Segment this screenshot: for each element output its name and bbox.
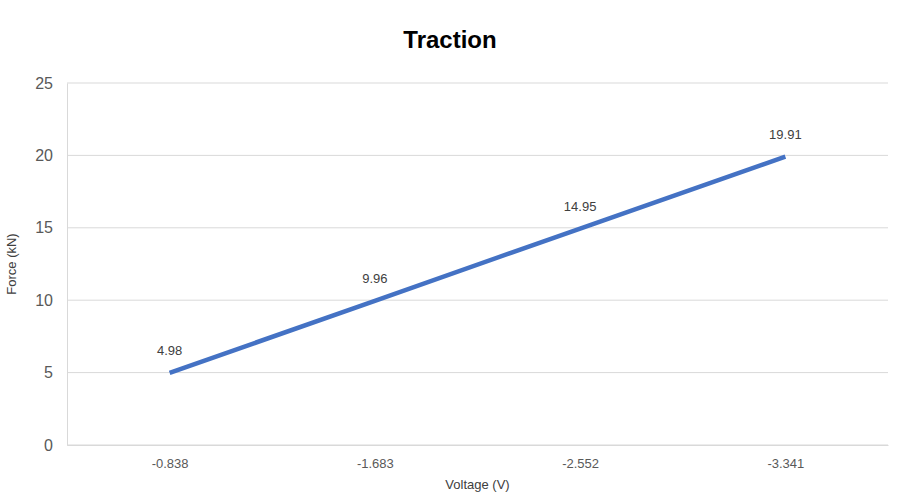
y-tick: 5	[44, 364, 67, 381]
y-axis: 0 5 10 15 20 25	[35, 75, 67, 454]
chart: 0 5 10 15 20 25 -0.838 -1.683 -2.552 -3.341 4.98 9.…	[0, 0, 900, 497]
data-label: 9.96	[362, 271, 387, 286]
x-tick: -0.838	[152, 456, 189, 471]
x-tick-label: -1.683	[357, 456, 394, 471]
line	[170, 157, 786, 373]
data-labels: 4.98 9.96 14.95 19.91	[157, 127, 802, 358]
grid-line	[67, 445, 888, 446]
y-tick-label: 0	[44, 437, 53, 454]
grid-line	[67, 300, 888, 301]
y-tick-label: 20	[35, 147, 53, 164]
x-tick-label: -0.838	[152, 456, 189, 471]
y-tick: 25	[35, 75, 67, 92]
x-tick-label: -2.552	[562, 456, 599, 471]
x-tick: -2.552	[562, 456, 599, 471]
x-axis-line	[68, 445, 889, 446]
y-tick: 10	[35, 292, 67, 309]
y-tick-label: 10	[35, 292, 53, 309]
x-axis: -0.838 -1.683 -2.552 -3.341	[68, 446, 889, 472]
x-axis-title: Voltage (V)	[445, 477, 509, 492]
data-label: 14.95	[564, 199, 597, 214]
y-tick: 15	[35, 219, 67, 236]
background	[0, 0, 900, 497]
y-axis-title: Force (kN)	[4, 233, 19, 294]
x-tick-label: -3.341	[767, 456, 804, 471]
grid-line	[67, 227, 888, 228]
y-tick-label: 25	[35, 75, 53, 92]
data-label: 4.98	[157, 343, 182, 358]
grid-line	[67, 83, 888, 84]
y-tick: 20	[35, 147, 67, 164]
y-axis-line	[67, 84, 68, 446]
title: Traction	[403, 26, 496, 53]
y-tick-label: 5	[44, 364, 53, 381]
x-tick: -1.683	[357, 456, 394, 471]
grid	[67, 83, 888, 445]
series	[170, 157, 786, 373]
x-tick: -3.341	[767, 456, 804, 471]
y-tick-label: 15	[35, 219, 53, 236]
plot-area: 0 5 10 15 20 25 -0.838 -1.683 -2.552 -3.341 4.98 9.…	[35, 75, 888, 472]
grid-line	[67, 372, 888, 373]
y-tick: 0	[44, 437, 67, 454]
grid-line	[67, 155, 888, 156]
data-label: 19.91	[769, 127, 802, 142]
